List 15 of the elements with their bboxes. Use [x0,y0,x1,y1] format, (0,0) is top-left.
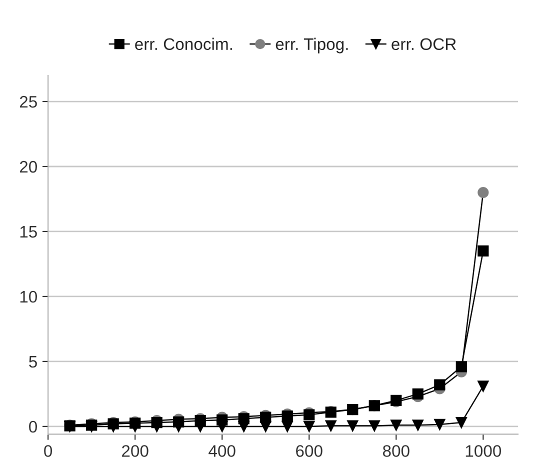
y-tick-label: 10 [20,290,37,303]
x-tick-label: 200 [122,445,148,457]
y-tick-label: 25 [20,96,37,108]
y-tick-label: 5 [29,356,37,368]
legend-label: err. Conocim. [135,38,232,50]
y-tick-label: 15 [20,226,37,238]
y-tick-label: 20 [20,160,37,173]
x-tick-label: 1000 [466,445,502,457]
x-tick-label: 0 [44,445,52,457]
x-tick-label: 800 [382,445,410,457]
legend-label: err. OCR [392,38,456,50]
x-tick-label: 400 [208,445,236,457]
legend-label: err. Tipog. [276,38,348,54]
y-tick-label: 0 [29,420,37,433]
x-tick-label: 600 [296,445,322,457]
